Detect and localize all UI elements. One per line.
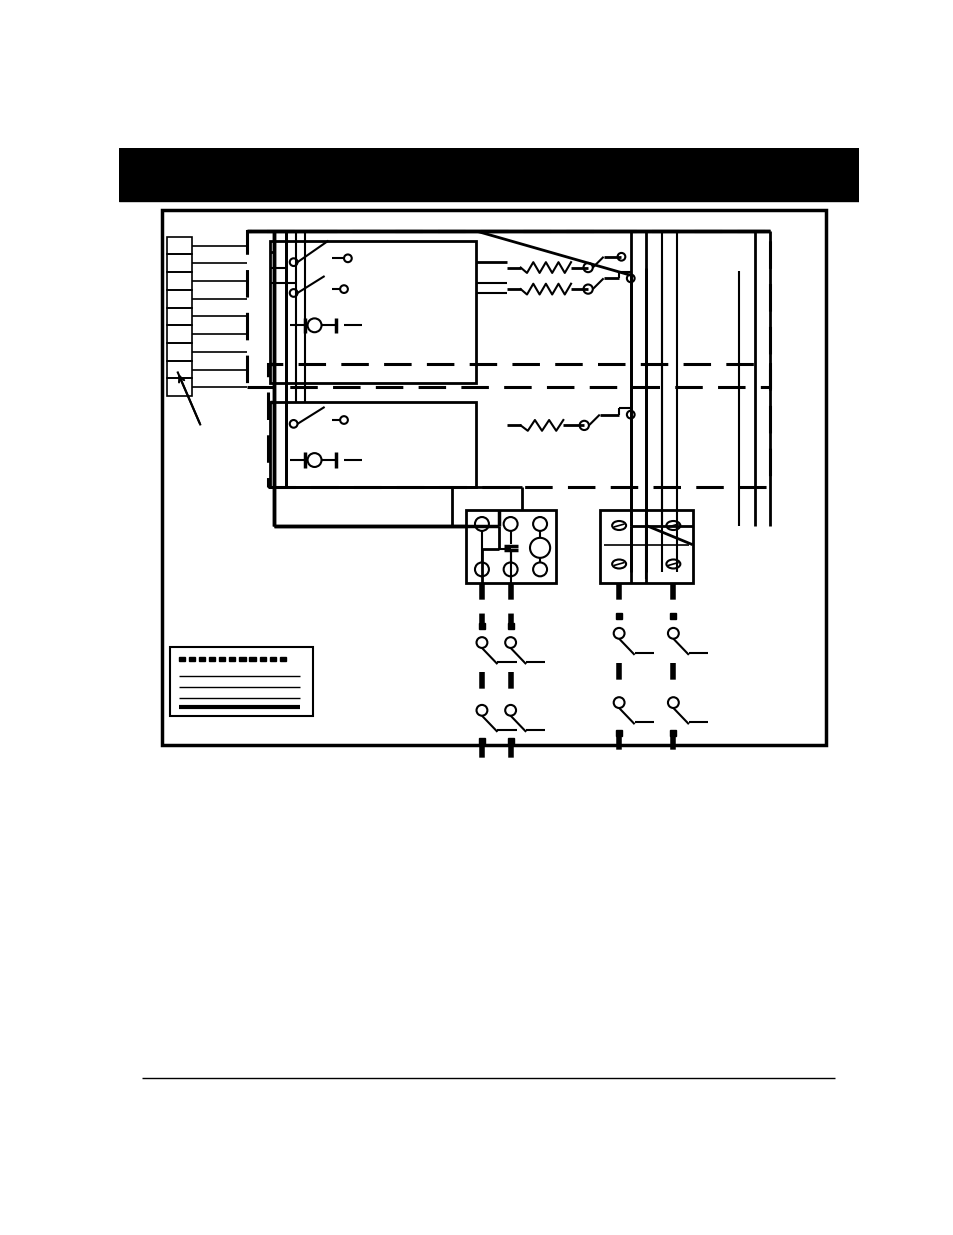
Circle shape — [475, 517, 488, 531]
Bar — [478, 622, 484, 629]
Circle shape — [626, 274, 634, 282]
Circle shape — [583, 263, 592, 272]
Bar — [199, 657, 205, 661]
Bar — [179, 657, 185, 661]
Circle shape — [290, 258, 297, 266]
Circle shape — [503, 562, 517, 577]
Bar — [466, 510, 555, 583]
Bar — [189, 657, 195, 661]
Circle shape — [505, 705, 516, 716]
Circle shape — [530, 537, 550, 558]
Bar — [270, 403, 476, 487]
Bar — [270, 657, 275, 661]
Bar — [167, 237, 192, 254]
Circle shape — [340, 416, 348, 424]
Bar — [478, 739, 484, 745]
Bar — [259, 657, 266, 661]
Circle shape — [476, 637, 487, 648]
Bar — [229, 657, 235, 661]
Bar — [249, 657, 255, 661]
Circle shape — [344, 254, 352, 262]
Circle shape — [579, 421, 588, 430]
Bar — [247, 231, 769, 387]
Circle shape — [533, 517, 546, 531]
Bar — [599, 510, 692, 583]
Circle shape — [307, 319, 321, 332]
Bar — [209, 657, 215, 661]
Circle shape — [503, 517, 517, 531]
Bar — [670, 614, 676, 620]
Circle shape — [505, 637, 516, 648]
Bar — [167, 272, 192, 290]
Circle shape — [583, 284, 592, 294]
Circle shape — [667, 698, 679, 708]
Bar — [616, 730, 621, 736]
Bar — [167, 378, 192, 396]
Ellipse shape — [612, 559, 625, 568]
Bar — [279, 657, 286, 661]
Circle shape — [290, 420, 297, 427]
Bar — [268, 364, 769, 487]
Bar — [670, 730, 676, 736]
Bar — [119, 148, 858, 200]
Circle shape — [533, 562, 546, 577]
Circle shape — [307, 453, 321, 467]
Bar — [167, 361, 192, 378]
Circle shape — [290, 289, 297, 296]
Ellipse shape — [666, 521, 679, 530]
Bar — [270, 241, 476, 383]
Circle shape — [667, 627, 679, 638]
Circle shape — [475, 562, 488, 577]
Ellipse shape — [666, 559, 679, 568]
Bar — [167, 254, 192, 272]
Bar — [219, 657, 225, 661]
Bar — [616, 614, 621, 620]
Bar — [507, 739, 513, 745]
Bar — [167, 343, 192, 361]
Circle shape — [613, 627, 624, 638]
Circle shape — [617, 253, 624, 261]
Bar — [167, 308, 192, 325]
Bar — [239, 657, 245, 661]
Bar — [170, 647, 313, 716]
Circle shape — [476, 705, 487, 716]
Bar — [507, 622, 513, 629]
Bar — [162, 210, 825, 745]
Bar — [167, 325, 192, 343]
Ellipse shape — [612, 521, 625, 530]
Circle shape — [626, 411, 634, 419]
Bar — [167, 290, 192, 308]
Circle shape — [340, 285, 348, 293]
Circle shape — [613, 698, 624, 708]
